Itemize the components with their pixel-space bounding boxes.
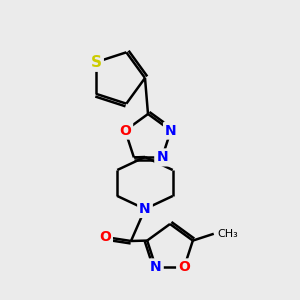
Text: O: O bbox=[119, 124, 131, 138]
Text: N: N bbox=[165, 124, 177, 138]
Text: CH₃: CH₃ bbox=[218, 229, 238, 239]
Text: N: N bbox=[150, 260, 162, 274]
Text: N: N bbox=[156, 150, 168, 164]
Text: O: O bbox=[99, 230, 111, 244]
Text: O: O bbox=[178, 260, 190, 274]
Text: N: N bbox=[139, 202, 151, 216]
Text: S: S bbox=[91, 55, 102, 70]
